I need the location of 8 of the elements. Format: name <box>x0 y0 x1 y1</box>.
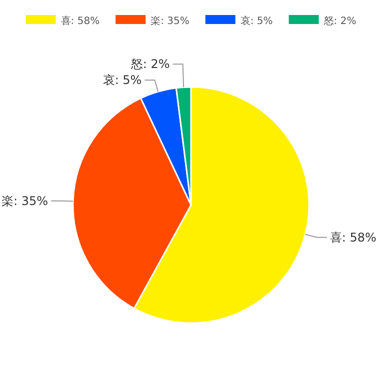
slice-label: 喜: 58% <box>330 230 376 244</box>
slice-label: 楽: 35% <box>2 194 48 208</box>
legend-label: 楽: 35% <box>150 15 190 27</box>
legend-label: 怒: 2% <box>322 15 356 27</box>
legend-label: 哀: 5% <box>240 15 273 27</box>
legend-label: 喜: 58% <box>60 15 100 27</box>
slice-label: 怒: 2% <box>130 57 170 72</box>
slice-label: 哀: 5% <box>102 73 142 88</box>
